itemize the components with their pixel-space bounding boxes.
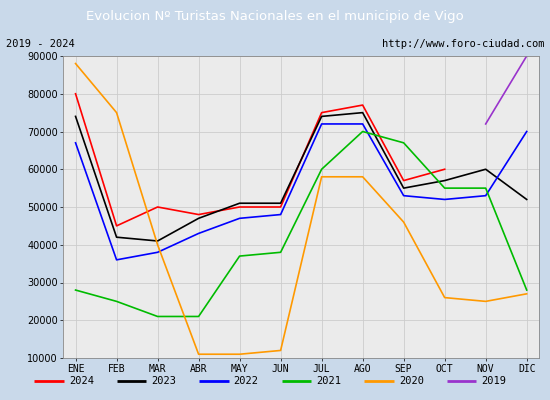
2020: [236, 352, 243, 357]
2024: [400, 178, 407, 183]
Text: 2024: 2024: [69, 376, 94, 386]
2021: [236, 254, 243, 258]
2024: [441, 167, 448, 172]
2019: [524, 54, 530, 58]
2020: [318, 174, 325, 179]
2022: [72, 140, 79, 145]
2021: [318, 167, 325, 172]
2021: [195, 314, 202, 319]
2020: [400, 220, 407, 224]
Line: 2019: 2019: [486, 56, 527, 124]
2023: [441, 178, 448, 183]
2022: [359, 122, 366, 126]
2023: [195, 216, 202, 221]
2022: [400, 193, 407, 198]
2021: [524, 288, 530, 292]
2023: [359, 110, 366, 115]
2022: [318, 122, 325, 126]
Line: 2020: 2020: [75, 64, 527, 354]
2020: [482, 299, 489, 304]
2024: [236, 205, 243, 210]
2020: [359, 174, 366, 179]
2021: [482, 186, 489, 190]
2021: [277, 250, 284, 255]
2020: [195, 352, 202, 357]
2020: [113, 110, 120, 115]
2024: [155, 205, 161, 210]
Text: 2020: 2020: [399, 376, 424, 386]
2022: [441, 197, 448, 202]
2024: [72, 91, 79, 96]
2021: [441, 186, 448, 190]
2023: [524, 197, 530, 202]
Line: 2022: 2022: [75, 124, 527, 260]
2020: [441, 295, 448, 300]
2023: [236, 201, 243, 206]
2021: [155, 314, 161, 319]
Line: 2021: 2021: [75, 132, 527, 316]
2024: [318, 110, 325, 115]
Line: 2024: 2024: [75, 94, 444, 226]
Text: 2022: 2022: [234, 376, 258, 386]
2021: [359, 129, 366, 134]
2021: [113, 299, 120, 304]
2021: [400, 140, 407, 145]
2022: [236, 216, 243, 221]
2023: [155, 238, 161, 243]
Text: 2021: 2021: [316, 376, 341, 386]
2023: [400, 186, 407, 190]
2023: [113, 235, 120, 240]
2020: [155, 242, 161, 247]
Line: 2023: 2023: [75, 113, 527, 241]
2019: [482, 122, 489, 126]
2023: [277, 201, 284, 206]
2023: [318, 114, 325, 119]
2022: [195, 231, 202, 236]
2020: [72, 61, 79, 66]
2024: [277, 205, 284, 210]
Text: 2019: 2019: [481, 376, 506, 386]
Text: 2023: 2023: [151, 376, 176, 386]
2022: [113, 258, 120, 262]
2020: [277, 348, 284, 353]
2022: [277, 212, 284, 217]
2024: [359, 103, 366, 108]
2022: [482, 193, 489, 198]
2022: [524, 129, 530, 134]
Text: 2019 - 2024: 2019 - 2024: [6, 39, 74, 49]
2023: [482, 167, 489, 172]
Text: http://www.foro-ciudad.com: http://www.foro-ciudad.com: [382, 39, 544, 49]
2020: [524, 292, 530, 296]
2023: [72, 114, 79, 119]
2024: [195, 212, 202, 217]
Text: Evolucion Nº Turistas Nacionales en el municipio de Vigo: Evolucion Nº Turistas Nacionales en el m…: [86, 10, 464, 23]
2024: [113, 224, 120, 228]
2022: [155, 250, 161, 255]
2021: [72, 288, 79, 292]
